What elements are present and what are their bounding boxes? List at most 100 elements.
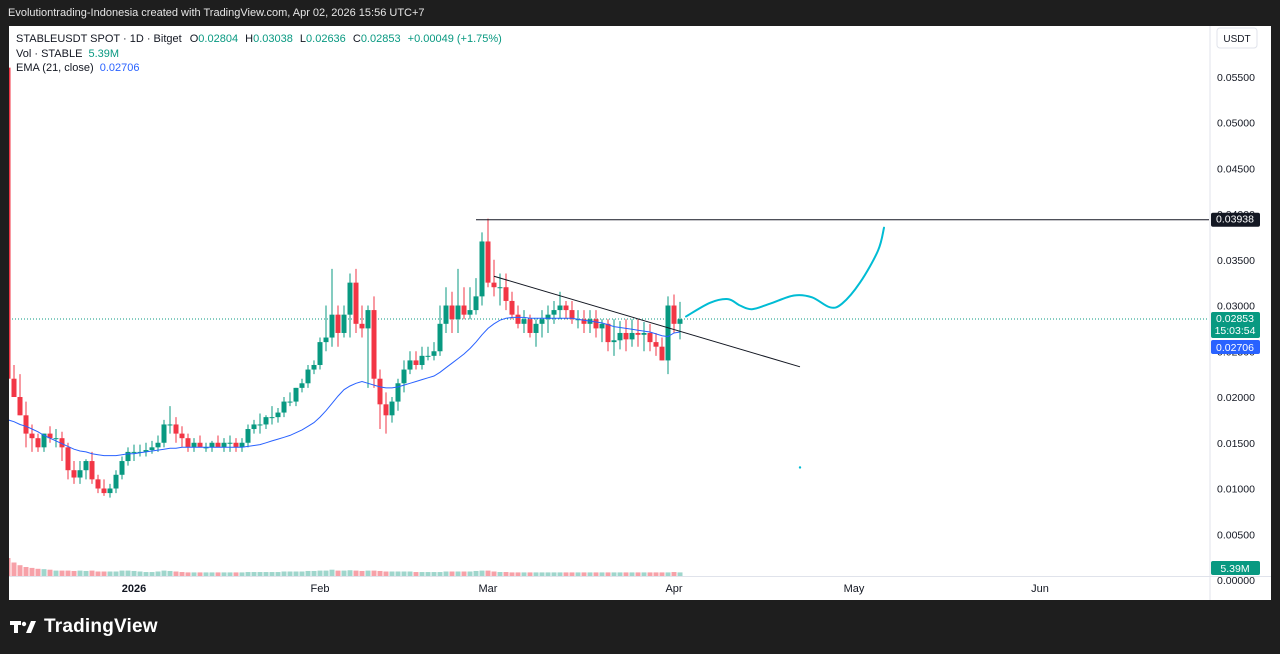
candle-body [41,433,47,448]
volume-bar [125,570,131,576]
candle-body [263,417,269,425]
candle-body [515,314,521,324]
price-chart[interactable]: USDT0.055000.050000.045000.040000.035000… [9,26,1271,600]
volume-bar [83,570,89,576]
volume-bar [287,571,293,576]
volume-bar [191,572,197,576]
candle-body [185,438,191,448]
projection-path[interactable] [685,226,885,318]
candle-body [155,442,161,448]
volume-bar [299,571,305,576]
price-tick-label: 0.01000 [1217,484,1255,496]
volume-bar [659,572,665,576]
price-tick-label: 0.05500 [1217,72,1255,84]
legend-symbol[interactable]: STABLEUSDT SPOT · 1D · Bitget [16,33,182,45]
volume-bar [155,571,161,576]
volume-bar [545,572,551,576]
volume-bar [257,572,263,576]
candle-body [311,364,317,370]
candle-body [173,424,179,434]
volume-bar [119,570,125,576]
volume-bar [305,570,311,576]
volume-bar [251,572,257,576]
legend-volume-label: Vol · STABLE [16,47,83,60]
volume-bar [143,572,149,576]
legend-ema-row[interactable]: EMA (21, close) 0.02706 [16,61,506,76]
volume-bar [647,572,653,576]
time-tick-label: 2026 [122,583,146,595]
volume-bar [521,572,527,576]
price-tick-label: 0.00000 [1217,575,1255,587]
volume-bar [239,572,245,576]
candles-layer [9,67,683,498]
tradingview-wordmark: TradingView [44,616,158,637]
candle-body [665,305,671,361]
volume-bar [431,572,437,576]
volume-bar [203,572,209,576]
legend-ohlc-row: STABLEUSDT SPOT · 1D · Bitget O0.02804 H… [16,32,506,47]
volume-bar [677,572,683,576]
candle-body [413,360,419,365]
candle-body [425,355,431,357]
volume-bar [539,572,545,576]
volume-bar [77,570,83,576]
chart-frame[interactable]: USDT0.055000.050000.045000.040000.035000… [9,26,1271,600]
volume-bar [485,570,491,576]
candle-body [419,355,425,365]
volume-bar [605,572,611,576]
legend-change-value: +0.00049 (+1.75%) [407,33,502,45]
candle-body [341,314,347,333]
candle-body [401,369,407,384]
volume-bar [293,571,299,576]
tradingview-brand[interactable]: TradingView [10,616,158,638]
volume-bar [65,570,71,576]
candle-body [335,314,341,333]
legend-volume-row[interactable]: Vol · STABLE 5.39M [16,47,506,62]
candle-body [443,305,449,324]
candle-body [437,323,443,352]
currency-button[interactable] [1216,27,1258,49]
candle-body [509,300,515,315]
candle-body [677,319,683,324]
volume-bar [455,571,461,576]
candle-body [377,378,383,405]
volume-bar [527,572,533,576]
candle-body [581,319,587,324]
volume-bar [503,572,509,576]
volume-bar [227,572,233,576]
volume-bar [323,570,329,576]
volume-bar [365,570,371,576]
volume-bar [317,570,323,576]
candle-body [209,442,215,448]
volume-bar [107,571,113,576]
volume-bar [9,558,11,576]
volume-bar [587,572,593,576]
legend-low-value: 0.02636 [306,33,346,45]
volume-bar [479,570,485,576]
volume-bar [101,571,107,576]
last-price-badge-text: 0.02853 [1216,313,1254,325]
legend-ema-label: EMA (21, close) [16,62,94,74]
volume-bar [473,570,479,576]
volume-bar [137,571,143,576]
volume-bar [491,571,497,576]
level-price-badge [1211,212,1260,227]
candle-body [485,241,491,283]
candle-body [125,451,131,462]
candle-body [467,310,473,315]
volume-bar [89,570,95,576]
legend-low-label: L [299,33,307,45]
volume-bar [161,570,167,576]
candle-body [17,397,23,416]
candle-body [539,319,545,324]
candle-body [275,412,281,418]
price-tick-label: 0.02000 [1217,392,1255,404]
candle-body [35,438,41,448]
volume-bar [275,572,281,576]
volume-bar [371,570,377,576]
trend-line[interactable] [493,275,801,368]
axis-labels-layer: USDT0.055000.050000.045000.040000.035000… [122,27,1260,595]
candle-body [287,401,293,403]
volume-bar [245,572,251,576]
candle-body [203,447,209,449]
